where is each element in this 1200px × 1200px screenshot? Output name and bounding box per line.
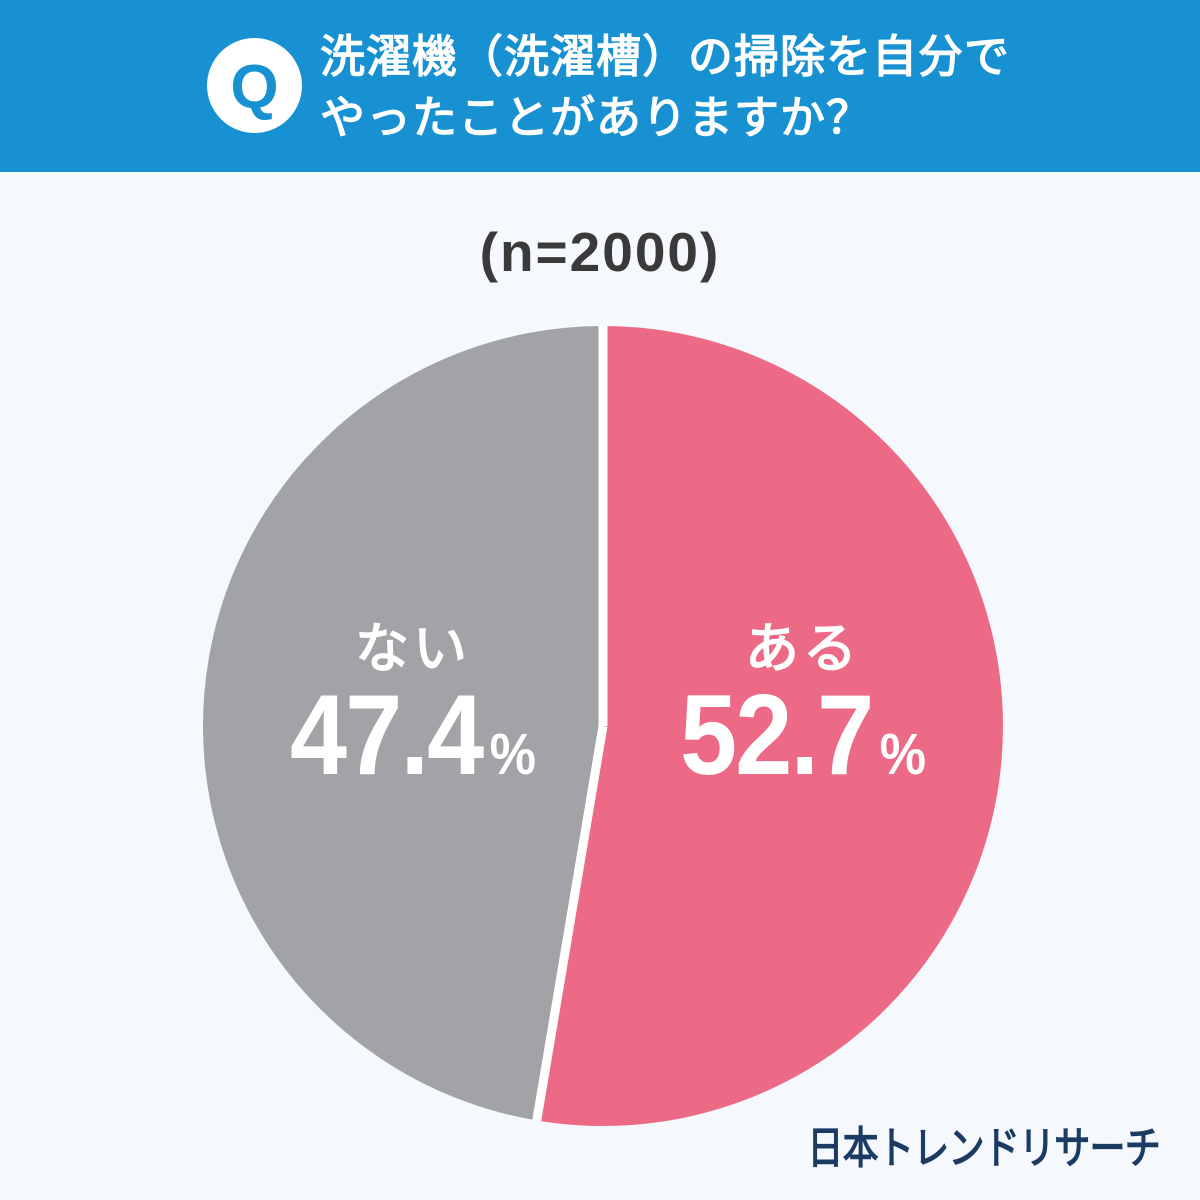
slice-value-nai: 47.4 (289, 672, 484, 799)
pie-label-group-aru: ある 52.7 % (666, 619, 939, 799)
slice-value-row-aru: 52.7 % (679, 672, 927, 799)
sample-size-label: (n=2000) (479, 221, 721, 283)
slice-percent-sign-nai: % (489, 722, 537, 787)
pie-slice-1 (202, 325, 604, 1121)
slice-name-nai: ない (355, 619, 471, 679)
pie-chart (202, 325, 1003, 1126)
question-title-line1: 洗濯機（洗濯槽）の掃除を自分で (320, 31, 1011, 82)
pie-chart-container (198, 321, 1008, 1131)
question-header-band: Q 洗濯機（洗濯槽）の掃除を自分で やったことがありますか？ (0, 0, 1200, 172)
slice-percent-sign-aru: % (879, 722, 927, 787)
question-badge-letter: Q (230, 52, 279, 122)
pie-label-group-nai: ない 47.4 % (276, 619, 549, 799)
slice-name-aru: ある (745, 619, 861, 679)
question-title-line2: やったことがありますか？ (320, 92, 873, 143)
pie-divider-1 (532, 725, 608, 1122)
pie-slice-0 (536, 326, 1003, 1126)
question-title: 洗濯機（洗濯槽）の掃除を自分で やったことがありますか？ (320, 26, 1080, 148)
slice-value-aru: 52.7 (679, 672, 874, 799)
brand-logo-text: 日本トレンドリサーチ (807, 1124, 1160, 1173)
slice-value-row-nai: 47.4 % (289, 672, 537, 799)
question-badge: Q (207, 38, 302, 133)
